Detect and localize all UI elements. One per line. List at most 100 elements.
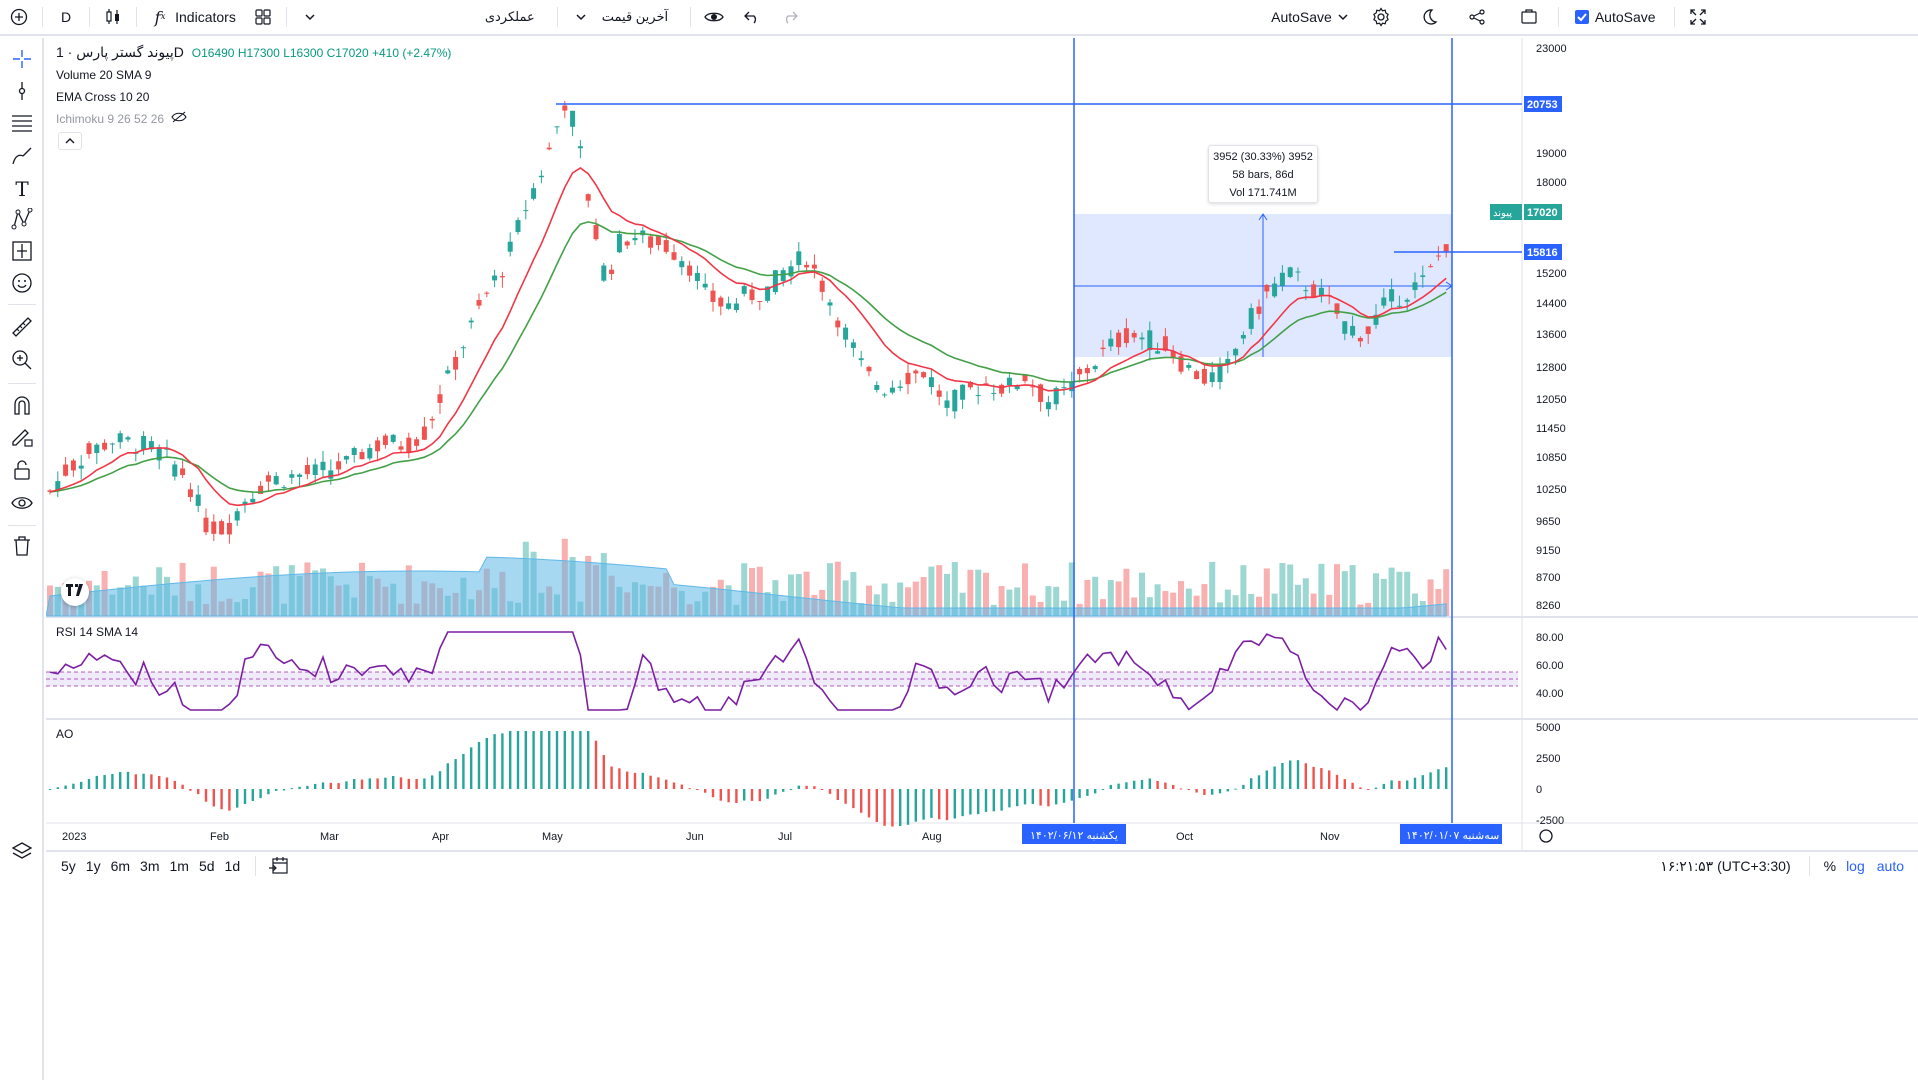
volume-bar: [1248, 594, 1255, 616]
last-price-dropdown[interactable]: آخرین قیمت: [562, 0, 676, 35]
hidden-eye-icon[interactable]: [171, 111, 188, 126]
magnet-tool[interactable]: [9, 394, 35, 420]
crosshair-tool[interactable]: [9, 48, 35, 74]
ao-bar: [189, 789, 192, 791]
performance-button[interactable]: عملکردی: [477, 0, 543, 35]
remove-drawings-tool[interactable]: [9, 535, 35, 561]
share-button[interactable]: [1458, 0, 1496, 35]
time-tick: Oct: [1176, 831, 1193, 843]
interval-button[interactable]: D: [47, 0, 85, 35]
range-5d[interactable]: 5d: [198, 858, 215, 874]
percent-toggle[interactable]: %: [1823, 858, 1837, 874]
range-6m[interactable]: 6m: [110, 858, 131, 874]
candle: [1131, 330, 1137, 343]
text-tool[interactable]: T: [9, 176, 35, 202]
autosave-toggle[interactable]: AutoSave: [1563, 0, 1664, 35]
lock-drawings-tool[interactable]: [9, 459, 35, 485]
candle-body: [593, 225, 599, 240]
ema-legend[interactable]: EMA Cross 10 20: [56, 90, 150, 104]
ao-bar: [1125, 782, 1128, 789]
add-symbol-button[interactable]: [0, 0, 38, 35]
redo-button[interactable]: [771, 0, 809, 35]
candle-body: [850, 342, 856, 348]
volume-bar: [1287, 564, 1294, 616]
rsi-tick: 40.00: [1536, 688, 1564, 700]
candle-body: [531, 188, 537, 199]
candle: [421, 417, 427, 441]
candle: [460, 345, 466, 359]
visibility-button[interactable]: [695, 0, 733, 35]
ao-tick: -2500: [1536, 815, 1564, 827]
theme-button[interactable]: [1410, 0, 1448, 35]
ichimoku-legend[interactable]: Ichimoku 9 26 52 26: [56, 111, 188, 126]
tradingview-logo[interactable]: [61, 578, 89, 606]
range-3m[interactable]: 3m: [140, 858, 160, 874]
trendline-tool[interactable]: [9, 80, 35, 106]
settings-button[interactable]: [1362, 0, 1400, 35]
keep-drawing-tool[interactable]: [9, 426, 35, 452]
candle: [1404, 297, 1410, 311]
collapse-legend-button[interactable]: [58, 132, 82, 150]
range-1m[interactable]: 1m: [169, 858, 189, 874]
volume-bar: [1435, 588, 1442, 616]
snapshot-button[interactable]: [1510, 0, 1548, 35]
candle-body: [304, 465, 310, 475]
layout-menu-button[interactable]: [291, 0, 329, 35]
range-1y[interactable]: 1y: [85, 858, 101, 874]
layouts-button[interactable]: [244, 0, 282, 35]
zoom-tool[interactable]: [9, 349, 35, 375]
candle-body: [1412, 282, 1418, 291]
ao-bar: [376, 778, 379, 789]
hide-drawings-tool[interactable]: [9, 492, 35, 518]
candle: [1123, 318, 1129, 348]
pattern-tool[interactable]: [9, 207, 35, 234]
object-tree-button[interactable]: [9, 840, 35, 866]
ao-bar: [977, 789, 980, 815]
ao-bar: [275, 789, 278, 791]
volume-bar: [1396, 571, 1403, 616]
measure-volume: Vol 171.741M: [1229, 187, 1297, 199]
candle: [850, 339, 856, 357]
rsi-legend[interactable]: RSI 14 SMA 14: [56, 625, 139, 639]
candle: [70, 458, 76, 477]
fullscreen-button[interactable]: [1679, 0, 1717, 35]
price-tick: 10250: [1536, 484, 1567, 496]
candle: [601, 262, 607, 283]
brush-tool[interactable]: [9, 144, 35, 170]
range-5y[interactable]: 5y: [61, 858, 76, 874]
candle-body: [999, 384, 1005, 394]
candle-body: [351, 448, 357, 455]
checkbox-checked-icon[interactable]: [1571, 6, 1593, 28]
axis-settings-icon[interactable]: [1539, 829, 1553, 843]
price-chart[interactable]: 23000 19000 18000 15200 14400 13600 12800 12050…: [46, 38, 1918, 850]
candle-body: [406, 437, 412, 453]
candle-body: [866, 366, 872, 372]
log-toggle[interactable]: log: [1846, 858, 1865, 874]
undo-button[interactable]: [733, 0, 771, 35]
ao-bar: [633, 772, 637, 789]
chart-type-button[interactable]: [94, 0, 132, 35]
auto-toggle[interactable]: auto: [1876, 858, 1904, 874]
ao-legend[interactable]: AO: [56, 727, 74, 741]
time-marker-right: سه‌شنبه ۱۴۰۲/۰۱/۰۷: [1406, 830, 1499, 842]
candle: [109, 442, 115, 454]
clock-display[interactable]: ۱۶:۲۱:۵۳ (UTC+3:30): [1660, 857, 1791, 874]
price-label-top: 20753: [1527, 99, 1558, 111]
candle-body: [1295, 271, 1301, 273]
range-1d[interactable]: 1d: [224, 858, 241, 874]
projection-tool[interactable]: [9, 240, 35, 266]
autosave-dropdown[interactable]: AutoSave: [1263, 0, 1362, 35]
volume-legend[interactable]: Volume 20 SMA 9: [56, 68, 152, 82]
candle-body: [913, 370, 919, 374]
ao-bar: [1062, 789, 1066, 803]
candle-body: [944, 400, 950, 408]
camera-icon: [1518, 6, 1540, 28]
emoji-tool[interactable]: [9, 272, 35, 298]
symbol-name[interactable]: پیوند گستر پارس: [76, 44, 174, 60]
goto-date-button[interactable]: [268, 856, 288, 877]
ruler-tool[interactable]: [9, 316, 35, 342]
fib-tool[interactable]: [9, 112, 35, 138]
candle-body: [289, 474, 295, 478]
ao-bar: [142, 773, 145, 789]
